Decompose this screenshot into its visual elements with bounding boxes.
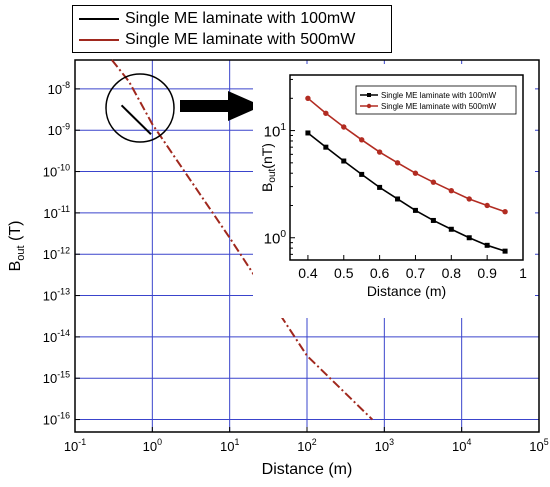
- main-y-axis-label: Bout (T): [7, 221, 27, 272]
- inset-point-500mw: [448, 187, 455, 194]
- inset-x-tick-label: 0.8: [442, 265, 462, 281]
- inset-x-tick-label: 0.5: [334, 265, 354, 281]
- inset-point-500mw: [358, 137, 365, 143]
- main-y-tick-label: 10-12: [43, 245, 70, 262]
- main-y-tick-label: 10-9: [48, 121, 70, 138]
- inset-point-100mw: [341, 158, 347, 164]
- inset-series-500mw-line: [307, 97, 506, 213]
- inset-legend-label-500mw: Single ME laminate with 500mW: [381, 102, 497, 111]
- inset-point-500mw: [430, 179, 437, 185]
- inset-x-tick-label: 1: [519, 265, 527, 281]
- main-x-tick-label: 101: [220, 437, 239, 454]
- inset-plot-frame: [289, 74, 524, 261]
- main-x-tick-label: 104: [452, 437, 471, 454]
- legend-label-100mw: Single ME laminate with 100mW: [125, 10, 356, 27]
- inset-point-500mw: [376, 149, 383, 155]
- main-x-tick-label: 10-1: [64, 437, 86, 454]
- inset-point-500mw: [341, 124, 347, 130]
- inset-legend-marker-100mw: [367, 93, 371, 97]
- main-y-tick-label: 10-8: [48, 80, 70, 97]
- inset-point-100mw: [502, 248, 508, 254]
- inset-point-100mw: [448, 226, 454, 232]
- main-x-tick-label: 103: [375, 437, 394, 454]
- zoom-arrow-shaft: [180, 100, 230, 112]
- inset-point-100mw: [466, 235, 472, 241]
- main-x-ticks: 10-1 100 101 102 103 104 105: [64, 427, 549, 454]
- main-series-100mw-line: [120, 104, 152, 135]
- main-y-tick-label: 10-13: [43, 287, 70, 304]
- inset-x-ticks: 0.4 0.5 0.6 0.7 0.8 0.9 1: [298, 255, 527, 281]
- legend-swatch-500mw: [79, 39, 119, 41]
- main-y-tick-label: 10-16: [43, 411, 70, 428]
- inset-legend: Single ME laminate with 100mW Single ME l…: [355, 85, 517, 115]
- inset-x-axis-label: Distance (m): [367, 283, 446, 299]
- inset-x-tick-label: 0.7: [406, 265, 426, 281]
- legend-entry-500mw: Single ME laminate with 500mW: [79, 30, 355, 50]
- inset-legend-box: [355, 85, 517, 115]
- main-x-tick-label: 105: [529, 437, 548, 454]
- zoom-arrow-head: [228, 91, 262, 121]
- inset-point-500mw: [412, 170, 419, 176]
- main-legend: Single ME laminate with 100mW Single ME …: [72, 5, 392, 53]
- main-y-tick-label: 10-10: [43, 163, 70, 180]
- inset-x-tick-label: 0.4: [298, 265, 318, 281]
- legend-swatch-100mw: [79, 18, 119, 20]
- inset-point-100mw: [412, 207, 418, 213]
- inset-point-100mw: [377, 184, 383, 190]
- main-x-axis-label: Distance (m): [262, 461, 353, 478]
- inset-point-500mw: [484, 202, 490, 209]
- inset-point-100mw: [359, 171, 365, 177]
- zoom-circle-annotation: [105, 73, 175, 143]
- inset-y-ticks: 101 100: [264, 78, 295, 255]
- inset-x-tick-label: 0.6: [370, 265, 390, 281]
- legend-label-500mw: Single ME laminate with 500mW: [125, 31, 356, 48]
- inset-point-100mw: [484, 242, 490, 248]
- main-y-tick-label: 10-14: [43, 328, 70, 345]
- inset-point-500mw: [394, 160, 401, 166]
- inset-series-100mw-line: [307, 132, 506, 252]
- inset-point-500mw: [466, 196, 472, 202]
- main-y-ticks: 10-8 10-9 10-10 10-11 10-12 10-13 10-14 10-15 10…: [43, 80, 80, 428]
- inset-point-500mw: [502, 209, 508, 215]
- inset-point-100mw: [430, 217, 436, 223]
- main-y-tick-label: 10-15: [43, 369, 70, 386]
- inset-x-tick-label: 0.9: [477, 265, 497, 281]
- inset-legend-marker-500mw: [366, 103, 372, 109]
- inset-y-tick-label: 100: [264, 229, 287, 248]
- inset-point-100mw: [323, 144, 329, 150]
- inset-point-500mw: [323, 110, 329, 116]
- legend-entry-100mw: Single ME laminate with 100mW: [79, 9, 355, 29]
- main-x-tick-label: 100: [143, 437, 162, 454]
- inset-y-tick-label: 101: [264, 122, 287, 141]
- main-x-tick-label: 102: [297, 437, 316, 454]
- inset-point-100mw: [395, 196, 401, 202]
- inset-point-100mw: [305, 130, 311, 136]
- main-series-500mw-line: [111, 59, 374, 421]
- inset-point-500mw: [305, 95, 311, 102]
- inset-legend-label-100mw: Single ME laminate with 100mW: [381, 91, 497, 100]
- inset-y-axis-label: Bout(nT): [259, 143, 278, 192]
- main-y-tick-label: 10-11: [43, 204, 70, 221]
